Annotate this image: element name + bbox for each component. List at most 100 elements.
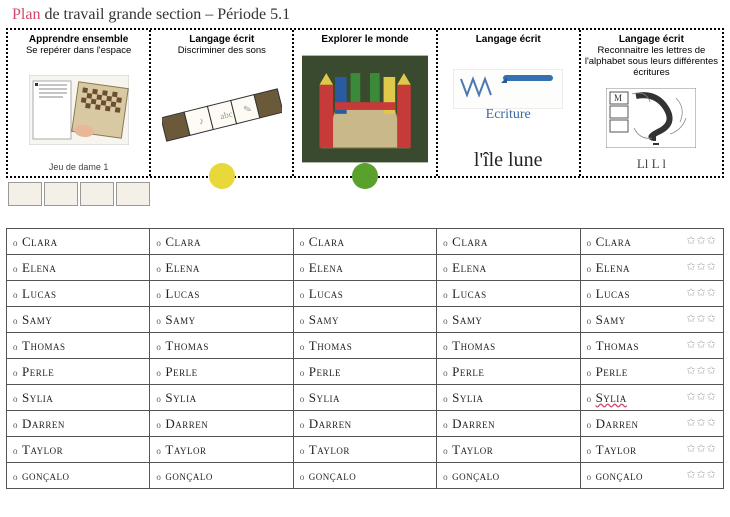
checkbox-mark: o bbox=[587, 446, 592, 456]
activity-title: Langage écrit bbox=[476, 34, 541, 46]
activity-image bbox=[302, 46, 428, 172]
roster-cell: oLucas bbox=[293, 281, 436, 307]
checkbox-mark: o bbox=[300, 446, 305, 456]
student-name: Samy bbox=[22, 312, 52, 327]
roster-cell: oLucas bbox=[150, 281, 293, 307]
roster-cell: o Perle bbox=[7, 359, 150, 385]
activity-title: Explorer le monde bbox=[321, 34, 408, 46]
student-name: Elena bbox=[22, 260, 56, 275]
roster-cell: o Clara ✩✩✩ bbox=[580, 229, 723, 255]
student-name: Taylor bbox=[452, 442, 493, 457]
checkbox-mark: o bbox=[300, 342, 305, 352]
checkbox-mark: o bbox=[13, 368, 18, 378]
stars-icon: ✩✩✩ bbox=[686, 468, 717, 481]
checkbox-mark: o bbox=[156, 394, 161, 404]
roster-cell: oClara bbox=[150, 229, 293, 255]
checkbox-mark: o bbox=[13, 446, 18, 456]
svg-text:M: M bbox=[614, 93, 622, 103]
activity-subtitle: Se repérer dans l'espace bbox=[26, 46, 131, 57]
student-name: gonçalo bbox=[452, 468, 500, 483]
checkbox-mark: o bbox=[156, 420, 161, 430]
roster-cell: o Taylor bbox=[7, 437, 150, 463]
student-name: Thomas bbox=[165, 338, 208, 353]
roster-cell: o Sylia bbox=[7, 385, 150, 411]
stars-icon: ✩✩✩ bbox=[686, 286, 717, 299]
checkbox-mark: o bbox=[13, 394, 18, 404]
roster-cell: oSylia bbox=[293, 385, 436, 411]
student-name: Thomas bbox=[596, 338, 639, 353]
checkbox-mark: o bbox=[13, 420, 18, 430]
table-row: oThomasoThomasoThomasoThomasoThomas✩✩✩ bbox=[7, 333, 724, 359]
student-name: Sylia bbox=[22, 390, 53, 405]
roster-cell: oLucas bbox=[437, 281, 580, 307]
roster-cell: oClara bbox=[293, 229, 436, 255]
student-roster-table: oClaraoClaraoClaraoClaraoClara✩✩✩oElenao… bbox=[6, 228, 724, 489]
student-name: Taylor bbox=[22, 442, 63, 457]
activity-card-3: Explorer le monde bbox=[294, 30, 437, 176]
student-name: Clara bbox=[596, 234, 632, 249]
checkbox-mark: o bbox=[300, 290, 305, 300]
stars-icon: ✩✩✩ bbox=[686, 338, 717, 351]
table-row: oClaraoClaraoClaraoClaraoClara✩✩✩ bbox=[7, 229, 724, 255]
roster-cell: ogonçalo bbox=[7, 463, 150, 489]
roster-cell: o Darren bbox=[150, 411, 293, 437]
checkbox-mark: o bbox=[443, 446, 448, 456]
activity-card-1: Apprendre ensemble Se repérer dans l'esp… bbox=[8, 30, 151, 176]
student-name: Darren bbox=[452, 416, 495, 431]
thumbnail bbox=[44, 182, 78, 206]
checkbox-mark: o bbox=[300, 316, 305, 326]
stars-icon: ✩✩✩ bbox=[686, 390, 717, 403]
roster-cell: oPerle✩✩✩ bbox=[580, 359, 723, 385]
stars-icon: ✩✩✩ bbox=[686, 312, 717, 325]
checkbox-mark: o bbox=[156, 238, 161, 248]
checkbox-mark: o bbox=[300, 472, 305, 482]
student-name: Darren bbox=[165, 416, 208, 431]
roster-cell: oLucas bbox=[7, 281, 150, 307]
student-name: Lucas bbox=[165, 286, 199, 301]
roster-cell: o Elena bbox=[7, 255, 150, 281]
student-name: Lucas bbox=[452, 286, 486, 301]
student-name: Taylor bbox=[596, 442, 637, 457]
roster-cell: oSylia bbox=[150, 385, 293, 411]
roster-cell: oSamy bbox=[437, 307, 580, 333]
roster-cell: o Samy bbox=[293, 307, 436, 333]
checkbox-mark: o bbox=[13, 264, 18, 274]
roster-cell: oThomas bbox=[150, 333, 293, 359]
student-name: Elena bbox=[165, 260, 199, 275]
checkbox-mark: o bbox=[156, 368, 161, 378]
checkbox-mark: o bbox=[443, 472, 448, 482]
student-name: Darren bbox=[309, 416, 352, 431]
page-title: Plan de travail grande section – Période… bbox=[0, 0, 730, 28]
roster-cell: ogonçalo bbox=[150, 463, 293, 489]
student-name: Perle bbox=[22, 364, 54, 379]
stars-icon: ✩✩✩ bbox=[686, 234, 717, 247]
roster-cell: oTaylor✩✩✩ bbox=[580, 437, 723, 463]
checkbox-mark: o bbox=[156, 472, 161, 482]
checkbox-mark: o bbox=[443, 420, 448, 430]
activity-image bbox=[15, 59, 141, 162]
checkbox-mark: o bbox=[13, 238, 18, 248]
roster-cell: o Darren bbox=[437, 411, 580, 437]
activity-caption: l'île lune bbox=[474, 149, 543, 172]
roster-cell: o Taylor bbox=[293, 437, 436, 463]
roster-cell: oDarren bbox=[7, 411, 150, 437]
student-name: Perle bbox=[309, 364, 341, 379]
checkbox-mark: o bbox=[443, 394, 448, 404]
table-row: oSamyoSamyoSamyoSamyoSamy✩✩✩ bbox=[7, 307, 724, 333]
title-rest: de travail grande section – Période 5.1 bbox=[40, 6, 290, 23]
student-name: Sylia bbox=[596, 390, 627, 405]
activity-image: M bbox=[588, 81, 714, 156]
student-name: Thomas bbox=[309, 338, 352, 353]
student-name: Darren bbox=[596, 416, 639, 431]
roster-cell: ogonçalo✩✩✩ bbox=[580, 463, 723, 489]
cursive-label: Ecriture bbox=[486, 107, 531, 123]
checkbox-mark: o bbox=[300, 394, 305, 404]
checkbox-mark: o bbox=[587, 238, 592, 248]
roster-cell: oClara bbox=[437, 229, 580, 255]
table-row: oElenaoElenaoElenaoElenaoElena✩✩✩ bbox=[7, 255, 724, 281]
student-name: Sylia bbox=[452, 390, 483, 405]
student-name: Samy bbox=[309, 312, 339, 327]
thumbnail bbox=[116, 182, 150, 206]
student-name: Taylor bbox=[309, 442, 350, 457]
student-name: Lucas bbox=[22, 286, 56, 301]
